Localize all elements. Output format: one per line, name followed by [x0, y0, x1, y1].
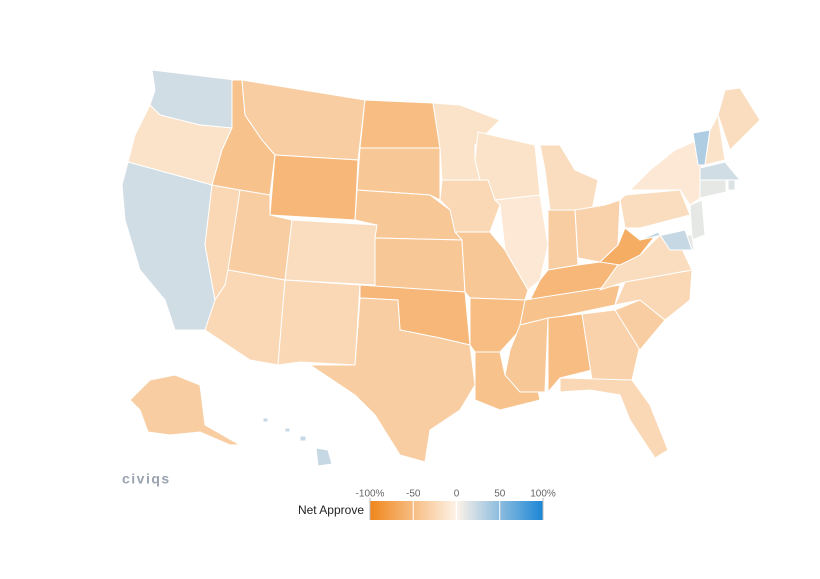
- state: [539, 144, 599, 211]
- state: [308, 297, 476, 463]
- state: [619, 189, 691, 229]
- state: [121, 161, 216, 331]
- state: [699, 179, 727, 199]
- legend-tick-label: 50: [494, 489, 506, 500]
- state: [493, 194, 549, 291]
- legend-tick-label: 0: [454, 489, 460, 500]
- state: [689, 199, 706, 241]
- states: [121, 69, 761, 467]
- state: [374, 237, 466, 293]
- state: [277, 279, 361, 366]
- state: [359, 99, 441, 149]
- state: [474, 131, 541, 201]
- legend-tick-label: -50: [406, 489, 421, 500]
- legend-title: Net Approve: [298, 503, 364, 517]
- legend: -100% -50 0 50 100%: [356, 489, 556, 520]
- state: [284, 219, 378, 286]
- state: [699, 161, 742, 181]
- state: [269, 154, 359, 221]
- state: [727, 179, 736, 191]
- legend-tick-label: -100%: [356, 489, 385, 500]
- logo: civiqs: [122, 471, 171, 487]
- state: [639, 229, 693, 251]
- state: [704, 113, 726, 166]
- state: [356, 147, 441, 201]
- state: [547, 313, 593, 394]
- state: [598, 227, 659, 266]
- state: [474, 351, 541, 411]
- state: [547, 209, 579, 271]
- state: [717, 87, 761, 151]
- state: [262, 417, 333, 467]
- state: [129, 374, 242, 446]
- legend-tick-label: 100%: [530, 489, 556, 500]
- state: [559, 377, 669, 459]
